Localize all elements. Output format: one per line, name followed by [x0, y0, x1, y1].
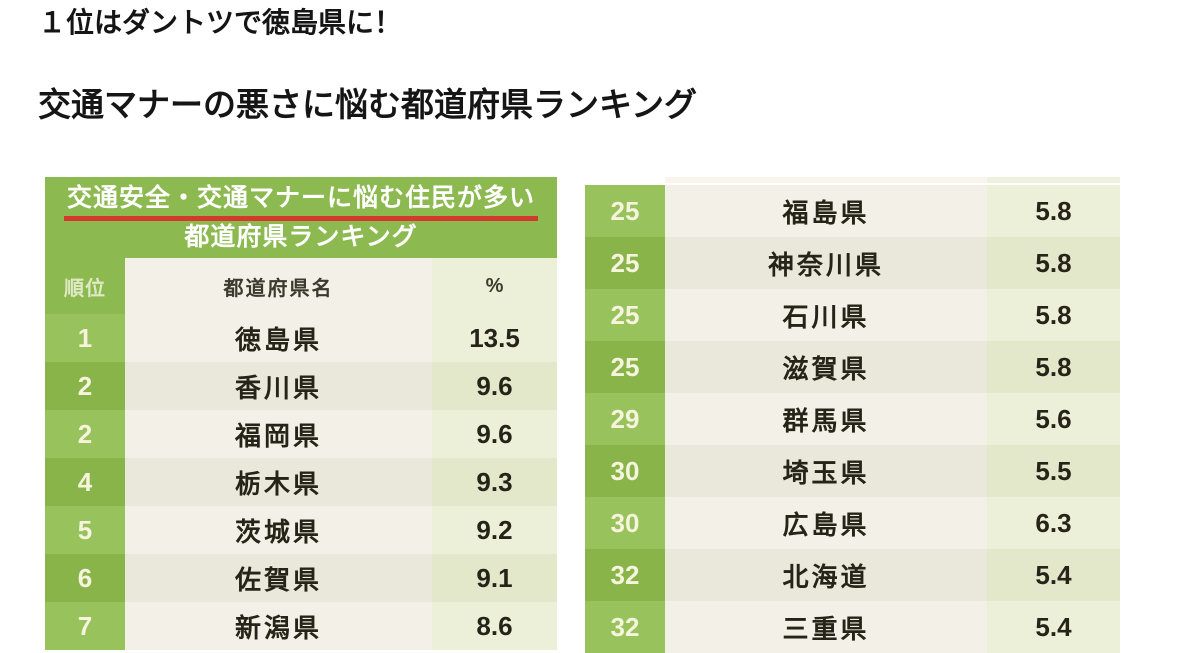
article-heading: 交通マナーの悪さに悩む都道府県ランキング — [38, 88, 698, 124]
ranking-table-left: 交通安全・交通マナーに悩む住民が多い 都道府県ランキング 順位 都道府県名 % … — [45, 177, 557, 650]
cell-prefecture: 三重県 — [665, 601, 987, 653]
cell-percent: 5.8 — [987, 185, 1120, 237]
ranking-row: 30 広島県 6.3 — [585, 497, 1120, 549]
cropped-row-edge — [585, 177, 1120, 183]
cell-prefecture: 福岡県 — [125, 410, 432, 458]
ranking-row: 7 新潟県 8.6 — [45, 602, 557, 650]
ranking-row: 1 徳島県 13.5 — [45, 314, 557, 362]
ranking-row: 5 茨城県 9.2 — [45, 506, 557, 554]
cell-percent: 5.6 — [987, 393, 1120, 445]
cell-rank: 25 — [585, 237, 665, 289]
cell-rank: 30 — [585, 445, 665, 497]
cell-percent: 9.2 — [432, 506, 557, 554]
cell-rank: 32 — [585, 601, 665, 653]
ranking-row: 32 三重県 5.4 — [585, 601, 1120, 653]
cell-prefecture: 石川県 — [665, 289, 987, 341]
cell-percent: 5.4 — [987, 601, 1120, 653]
ranking-row: 30 埼玉県 5.5 — [585, 445, 1120, 497]
ranking-row: 32 北海道 5.4 — [585, 549, 1120, 601]
infographic-title-line2: 都道府県ランキング — [184, 222, 418, 251]
cell-rank: 1 — [45, 314, 125, 362]
ranking-rows-right: 25 福島県 5.8 25 神奈川県 5.8 25 石川県 5.8 25 滋賀県 5.8 29 群馬県 5.… — [585, 185, 1120, 653]
column-header-row: 順位 都道府県名 % — [45, 258, 557, 314]
cell-rank: 2 — [45, 410, 125, 458]
cell-percent: 6.3 — [987, 497, 1120, 549]
cell-prefecture: 広島県 — [665, 497, 987, 549]
cell-rank: 4 — [45, 458, 125, 506]
cell-rank: 5 — [45, 506, 125, 554]
ranking-row: 29 群馬県 5.6 — [585, 393, 1120, 445]
column-header-percent: % — [432, 258, 557, 314]
cell-percent: 8.6 — [432, 602, 557, 650]
cell-percent: 5.4 — [987, 549, 1120, 601]
ranking-row: 25 神奈川県 5.8 — [585, 237, 1120, 289]
cell-percent: 5.8 — [987, 289, 1120, 341]
cell-percent: 9.6 — [432, 410, 557, 458]
ranking-row: 6 佐賀県 9.1 — [45, 554, 557, 602]
ranking-row: 25 石川県 5.8 — [585, 289, 1120, 341]
cell-rank: 6 — [45, 554, 125, 602]
cropped-percent-cell — [987, 177, 1120, 183]
cell-prefecture: 佐賀県 — [125, 554, 432, 602]
cell-rank: 7 — [45, 602, 125, 650]
cell-prefecture: 埼玉県 — [665, 445, 987, 497]
cell-percent: 13.5 — [432, 314, 557, 362]
cell-prefecture: 新潟県 — [125, 602, 432, 650]
cell-rank: 25 — [585, 341, 665, 393]
cell-rank: 30 — [585, 497, 665, 549]
cell-percent: 5.5 — [987, 445, 1120, 497]
ranking-row: 2 香川県 9.6 — [45, 362, 557, 410]
ranking-table-right: 25 福島県 5.8 25 神奈川県 5.8 25 石川県 5.8 25 滋賀県 5.8 29 群馬県 5.… — [585, 177, 1120, 653]
cropped-prefecture-cell — [665, 177, 987, 183]
cell-prefecture: 神奈川県 — [665, 237, 987, 289]
cell-percent: 5.8 — [987, 341, 1120, 393]
ranking-row: 25 福島県 5.8 — [585, 185, 1120, 237]
cell-prefecture: 滋賀県 — [665, 341, 987, 393]
cell-percent: 9.1 — [432, 554, 557, 602]
cell-prefecture: 徳島県 — [125, 314, 432, 362]
cell-prefecture: 北海道 — [665, 549, 987, 601]
cell-rank: 29 — [585, 393, 665, 445]
cell-prefecture: 茨城県 — [125, 506, 432, 554]
cell-rank: 32 — [585, 549, 665, 601]
cell-rank: 2 — [45, 362, 125, 410]
cell-percent: 9.3 — [432, 458, 557, 506]
column-header-rank: 順位 — [45, 258, 125, 314]
ranking-rows-left: 1 徳島県 13.5 2 香川県 9.6 2 福岡県 9.6 4 栃木県 9.3 5 茨城県 9.2 6 佐賀県… — [45, 314, 557, 650]
cropped-rank-cell — [585, 177, 665, 183]
ranking-row: 4 栃木県 9.3 — [45, 458, 557, 506]
infographic-title: 交通安全・交通マナーに悩む住民が多い 都道府県ランキング — [45, 177, 557, 258]
cell-percent: 5.8 — [987, 237, 1120, 289]
cell-rank: 25 — [585, 185, 665, 237]
cell-percent: 9.6 — [432, 362, 557, 410]
ranking-row: 2 福岡県 9.6 — [45, 410, 557, 458]
cell-prefecture: 群馬県 — [665, 393, 987, 445]
cell-prefecture: 福島県 — [665, 185, 987, 237]
column-header-prefecture: 都道府県名 — [125, 258, 432, 314]
cell-rank: 25 — [585, 289, 665, 341]
article-subheading: １位はダントツで徳島県に！ — [38, 8, 403, 39]
infographic-title-line1: 交通安全・交通マナーに悩む住民が多い — [63, 182, 538, 221]
cell-prefecture: 栃木県 — [125, 458, 432, 506]
ranking-row: 25 滋賀県 5.8 — [585, 341, 1120, 393]
cell-prefecture: 香川県 — [125, 362, 432, 410]
